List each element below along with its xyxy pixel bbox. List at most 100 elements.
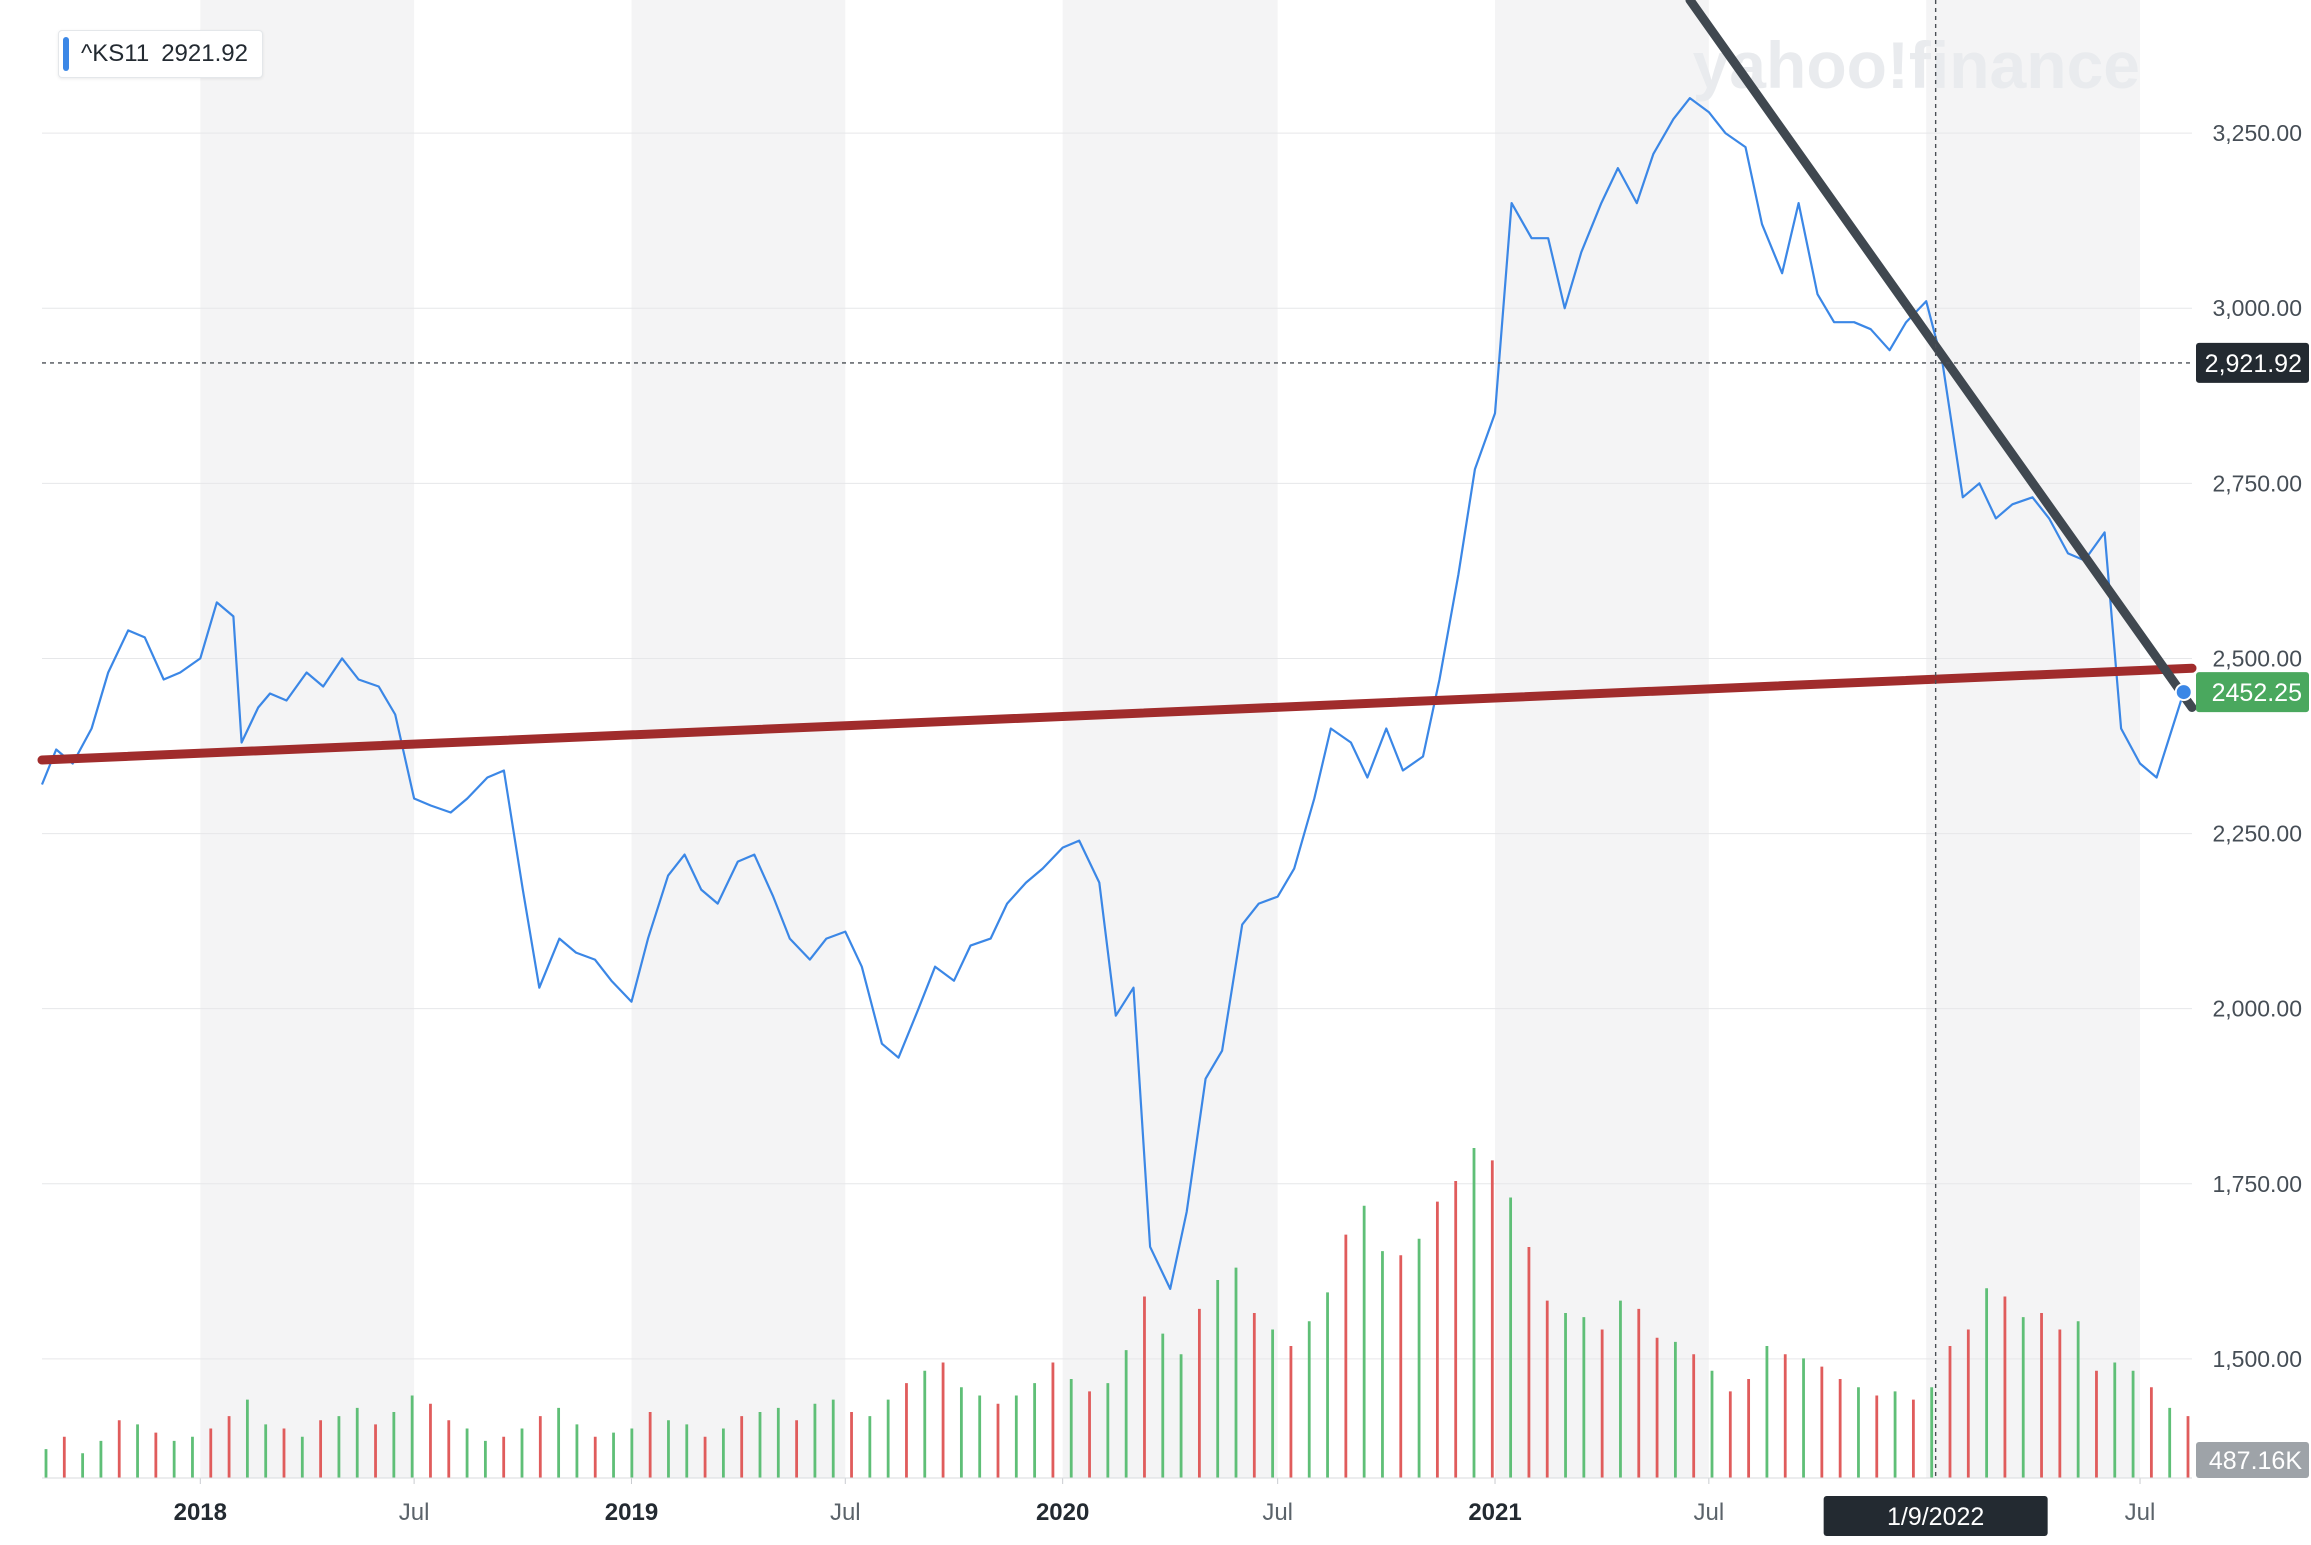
volume-bar (465, 1428, 469, 1478)
crosshair-date-badge: 1/9/2022 (1887, 1503, 1984, 1531)
volume-bar (1875, 1395, 1879, 1478)
last-price-badge-bg (2196, 672, 2309, 713)
band-2020 (1062, 0, 1278, 1478)
volume-bar (1600, 1329, 1604, 1478)
volume-bar (1234, 1267, 1238, 1478)
volume-bar (593, 1436, 597, 1478)
x-tick-label: 2019 (605, 1499, 658, 1526)
volume-bar (813, 1403, 817, 1478)
y-tick-label: 2,250.00 (2212, 821, 2302, 847)
volume-bar (117, 1420, 121, 1478)
volume-bar (1472, 1148, 1476, 1478)
volume-bar (447, 1420, 451, 1478)
volume-bar (776, 1407, 780, 1478)
legend-symbol: ^KS11 (81, 40, 150, 67)
volume-bar (1838, 1379, 1842, 1478)
alternating-bands (200, 0, 2141, 1478)
volume-bar (1252, 1313, 1256, 1478)
volume-bar (1930, 1387, 1934, 1478)
crosshair-price-badge: 2,921.92 (2205, 350, 2302, 378)
volume-bar (1014, 1395, 1018, 1478)
volume-bar (886, 1399, 890, 1478)
volume-bar (1527, 1247, 1531, 1478)
volume-bar (850, 1412, 853, 1478)
x-tick-label: Jul (1262, 1499, 1293, 1526)
volume-bar (1490, 1160, 1494, 1478)
volume-bar (1326, 1292, 1329, 1478)
x-tick-label: Jul (1693, 1499, 1724, 1526)
volume-bar (1948, 1346, 1952, 1478)
volume-bar (191, 1436, 194, 1478)
x-tick-label: Jul (830, 1499, 861, 1526)
volume-bar (1692, 1354, 1696, 1478)
legend-symbol-box[interactable]: ^KS11 2921.92 (58, 30, 263, 78)
volume-bar (1802, 1358, 1805, 1478)
volume-bar (868, 1416, 872, 1478)
volume-bar (1216, 1280, 1220, 1478)
volume-bar (1399, 1255, 1403, 1478)
volume-bar (1271, 1329, 1275, 1478)
crosshair-date-badge-bg (1823, 1496, 2048, 1536)
volume-bar (2095, 1370, 2098, 1478)
volume-bar (923, 1370, 927, 1478)
band-2021 (1495, 0, 1709, 1478)
volume-bar (1454, 1181, 1458, 1478)
x-tick-label: 2020 (1036, 1499, 1089, 1526)
volume-bar (1124, 1350, 1128, 1478)
volume-bar (941, 1362, 945, 1478)
volume-bar (502, 1436, 506, 1478)
volume-bar (374, 1424, 377, 1478)
volume-bar (337, 1416, 341, 1478)
volume-bar (2040, 1313, 2043, 1478)
volume-bar (721, 1428, 725, 1478)
volume-bar (1966, 1329, 1970, 1478)
volume-bar (1289, 1346, 1293, 1478)
volume-bar (1765, 1346, 1769, 1478)
volume-bar (959, 1387, 963, 1478)
volume-bars (44, 1148, 2190, 1478)
last-price-badge: 2452.25 (2212, 679, 2302, 707)
volume-badge-bg (2196, 1442, 2309, 1478)
volume-bar (1051, 1362, 1055, 1478)
volume-bar (355, 1407, 359, 1478)
series-line-ks11 (40, 97, 2185, 1290)
y-tick-label: 1,750.00 (2212, 1171, 2302, 1197)
volume-bar (630, 1428, 634, 1478)
volume-bar (1417, 1238, 1421, 1478)
volume-bar (1893, 1391, 1897, 1478)
trendline-support (37, 663, 2197, 765)
volume-bar (1307, 1321, 1311, 1478)
band-2019 (631, 0, 846, 1478)
volume-bar (136, 1424, 139, 1478)
volume-bar (319, 1420, 323, 1478)
volume-bar (1783, 1354, 1787, 1478)
crosshair-price-badge-bg (2196, 342, 2309, 383)
volume-bar (685, 1424, 689, 1478)
volume-bar (1344, 1234, 1348, 1478)
x-tick-label: 2021 (1468, 1499, 1521, 1526)
last-point-marker (2174, 683, 2193, 702)
y-tick-label: 3,250.00 (2212, 120, 2302, 146)
volume-bar (81, 1453, 85, 1478)
volume-bar (172, 1440, 176, 1478)
volume-bar (483, 1440, 487, 1478)
volume-bar (2003, 1296, 2007, 1478)
x-tick-label: Jul (2125, 1499, 2156, 1526)
band-2022 (1926, 0, 2141, 1478)
volume-bar (300, 1436, 304, 1478)
volume-bar (795, 1420, 799, 1478)
volume-bar (667, 1420, 670, 1478)
volume-bar (245, 1399, 249, 1478)
volume-bar (2021, 1317, 2025, 1478)
volume-bar (703, 1436, 707, 1478)
volume-bar (392, 1412, 396, 1478)
y-tick-label: 2,000.00 (2212, 996, 2302, 1022)
volume-bar (2131, 1370, 2135, 1478)
volume-bar (1857, 1387, 1860, 1478)
volume-bar (1564, 1313, 1567, 1478)
volume-bar (520, 1428, 524, 1478)
volume-bar (1619, 1300, 1622, 1478)
volume-bar (1710, 1370, 1714, 1478)
